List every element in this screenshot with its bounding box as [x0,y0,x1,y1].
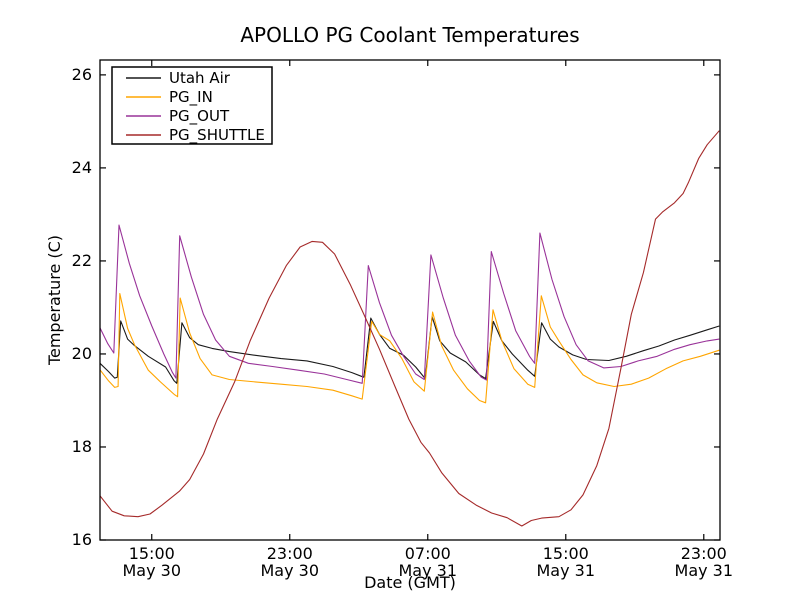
x-tick-label-time: 07:00 [405,544,451,563]
x-tick-label-date: May 30 [122,561,181,580]
series-lines [99,130,720,527]
legend-label: PG_OUT [169,107,230,126]
legend-label: Utah Air [169,69,231,87]
y-tick-label: 20 [72,344,92,363]
x-tick-label-date: May 31 [675,561,734,580]
plot-border [99,59,721,541]
x-tick-label-time: 15:00 [543,544,589,563]
x-tick-label-time: 23:00 [681,544,727,563]
legend-label: PG_SHUTTLE [169,126,265,145]
legend-box [111,66,273,145]
x-axis-label: Date (GMT) [364,573,456,592]
y-tick-label: 26 [72,65,92,84]
y-axis-label: Temperature (C) [45,235,64,366]
x-tick-label-date: May 30 [260,561,319,580]
x-tick-label-date: May 31 [537,561,596,580]
x-tick-label-date: May 31 [399,561,458,580]
chart-title: APOLLO PG Coolant Temperatures [240,23,579,47]
y-tick-label: 22 [72,251,92,270]
x-tick-label-time: 15:00 [129,544,175,563]
series-line-pg-shuttle [99,130,720,527]
plot-frame [99,59,721,541]
y-tick-label: 24 [72,158,92,177]
series-line-pg-in [99,292,720,404]
x-tick-label-time: 23:00 [267,544,313,563]
series-line-pg-out [99,224,720,384]
y-tick-label: 18 [72,437,92,456]
legend-label: PG_IN [169,88,213,107]
y-tick-label: 16 [72,530,92,549]
